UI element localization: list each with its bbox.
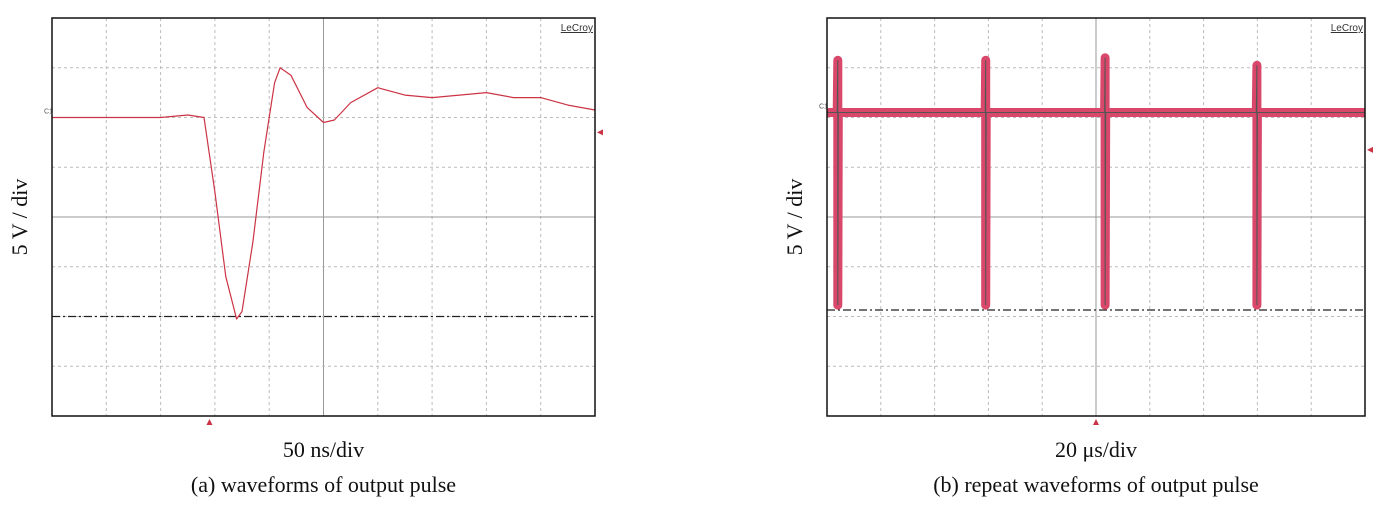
y-axis-label: 5 V / div <box>7 179 32 256</box>
x-axis-label: 50 ns/div <box>283 437 364 462</box>
spike-lines <box>827 57 1365 306</box>
plot-frame <box>826 17 1366 417</box>
plot-frame <box>51 17 596 417</box>
brand: LeCroy <box>1331 23 1363 34</box>
caption: (b) repeat waveforms of output pulse <box>933 472 1259 497</box>
brand: LeCroy <box>561 23 593 34</box>
y-axis-label: 5 V / div <box>782 179 807 256</box>
caption: (a) waveforms of output pulse <box>191 472 456 497</box>
trigger-marker <box>1093 419 1099 425</box>
x-axis-label: 20 μs/div <box>1055 437 1137 462</box>
trigger-marker <box>206 419 213 425</box>
channel-label: C1 <box>44 109 53 116</box>
trace <box>52 67 596 320</box>
offset-marker <box>1367 146 1373 153</box>
channel-label: C1 <box>819 104 828 111</box>
offset-marker <box>597 129 603 136</box>
